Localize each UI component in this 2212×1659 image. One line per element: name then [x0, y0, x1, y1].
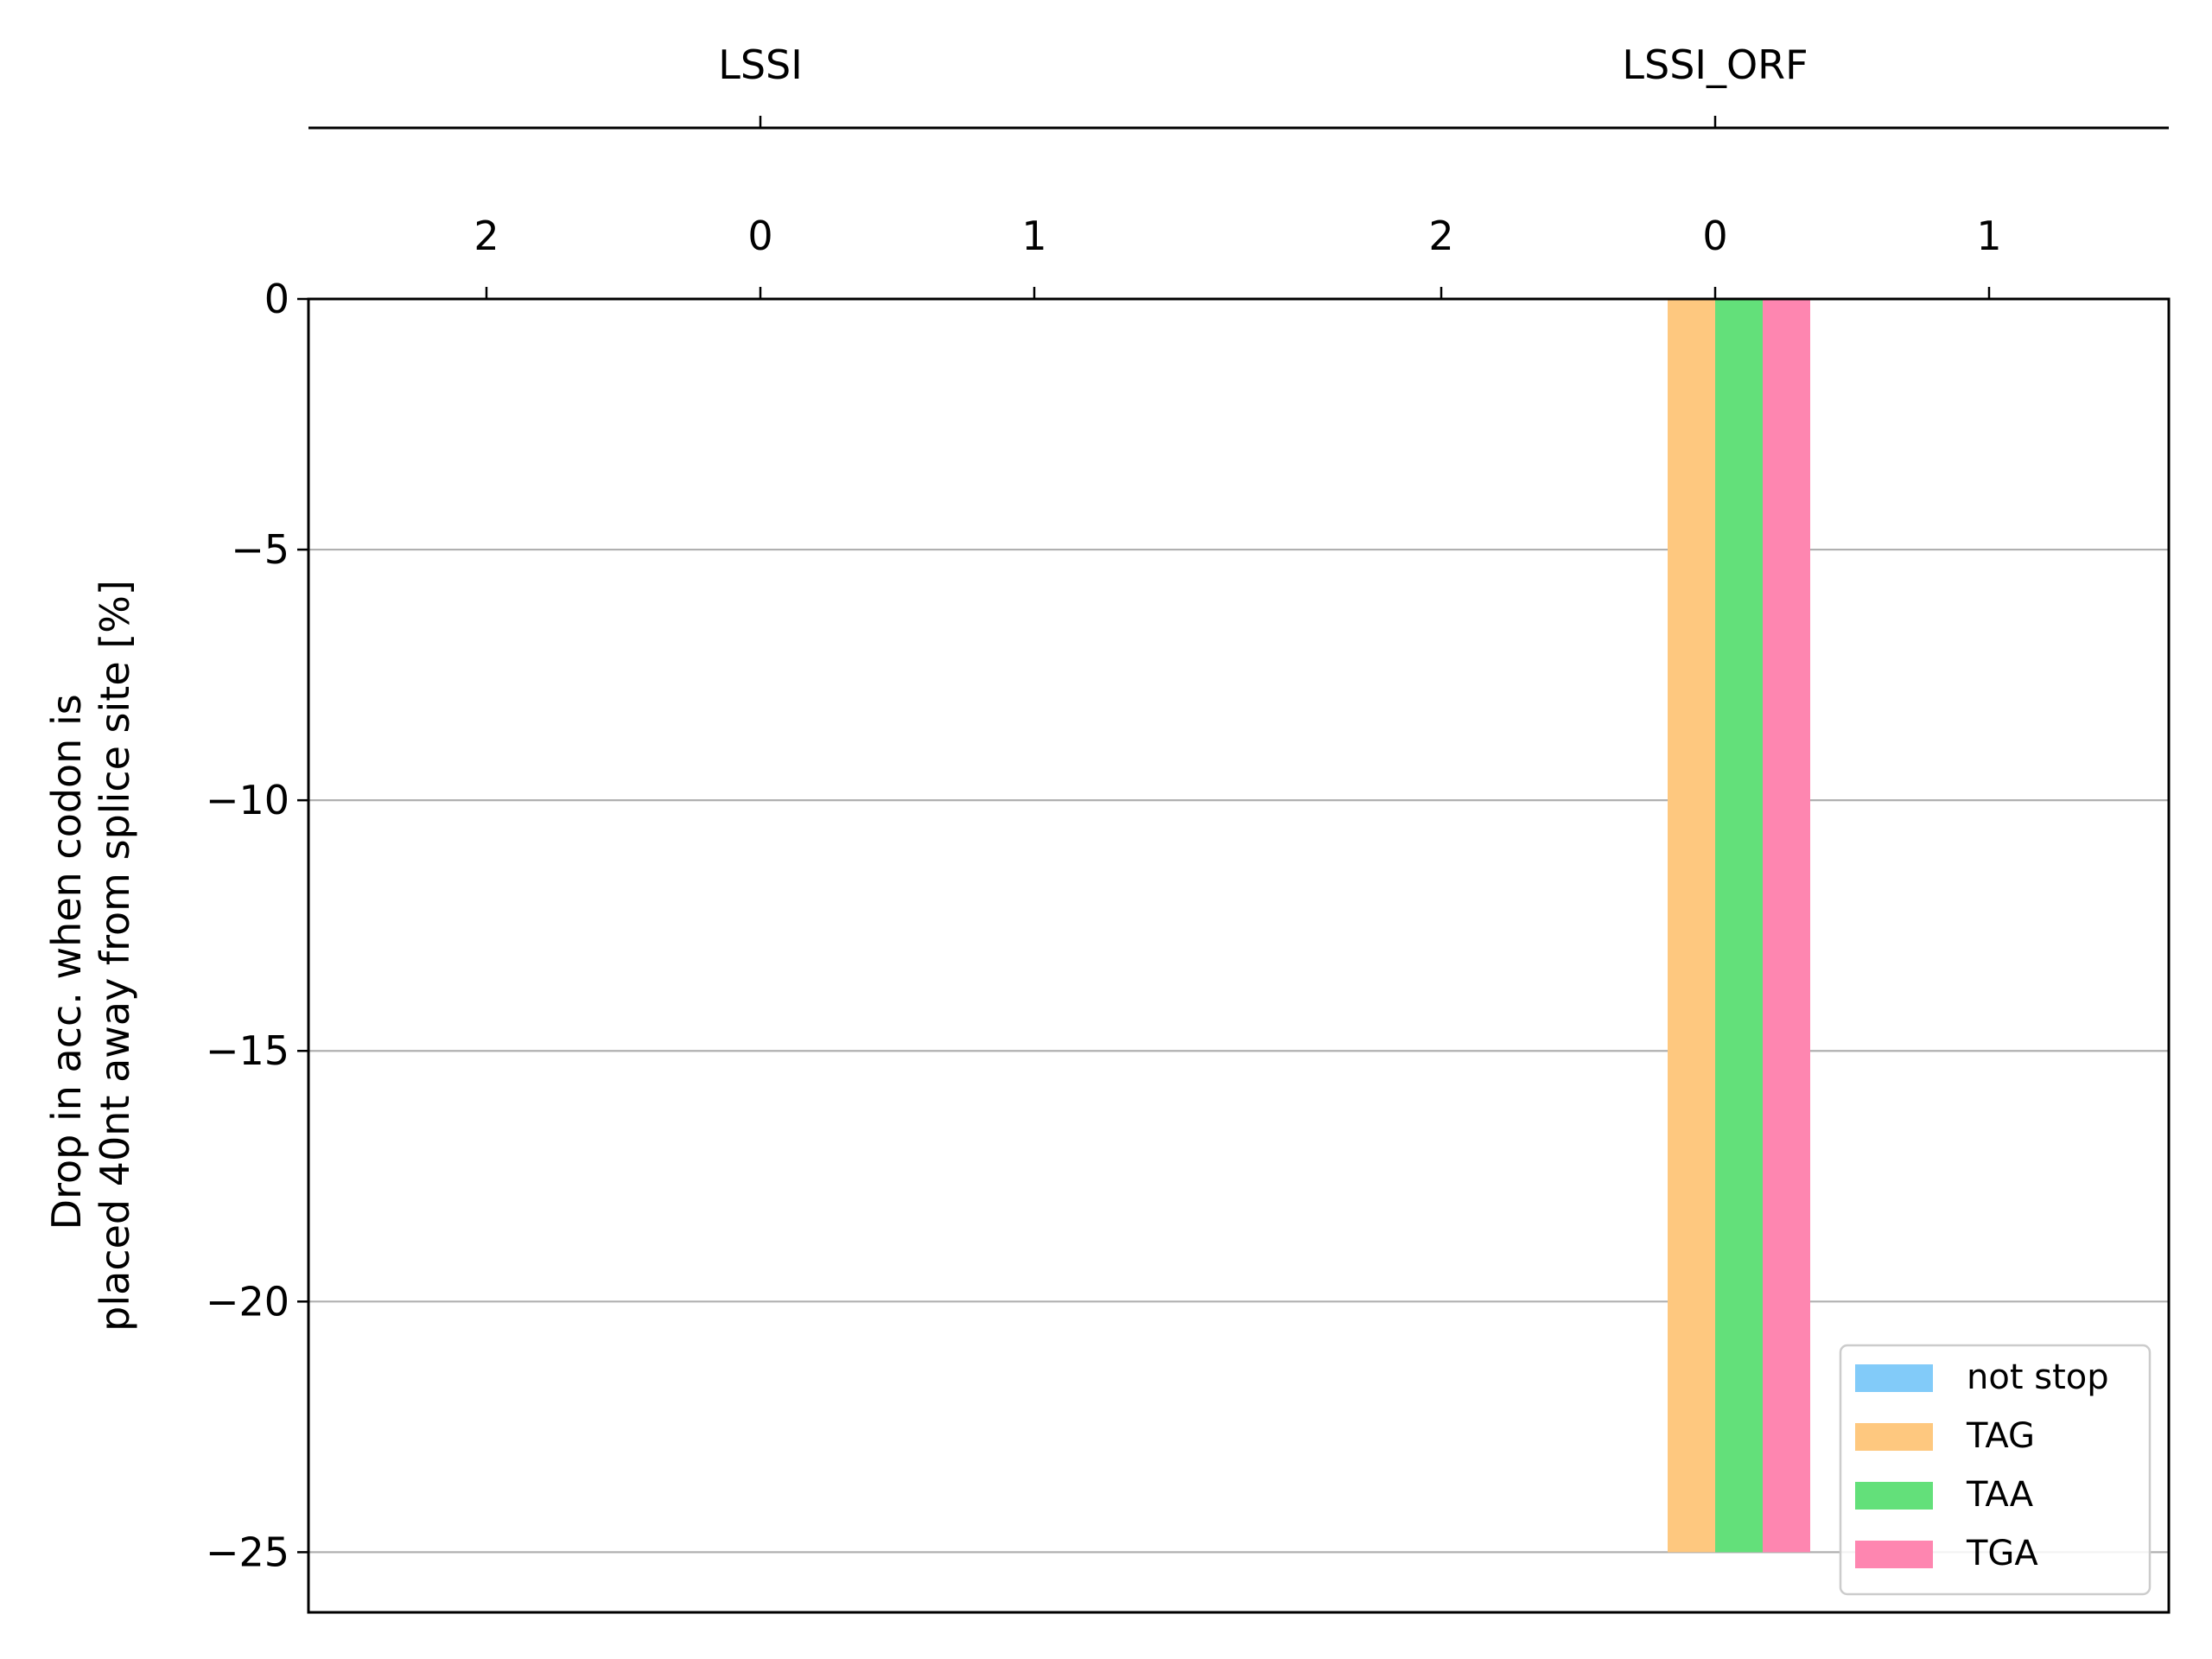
y-tick-label: −20	[206, 1278, 289, 1325]
group-label: LSSI	[718, 41, 803, 88]
legend-box	[1839, 1344, 2152, 1596]
legend-swatch	[1855, 1423, 1933, 1451]
legend-swatch	[1855, 1541, 1933, 1568]
bars	[1668, 299, 1810, 1553]
legend-swatch	[1855, 1364, 1933, 1392]
x-tick-label: 2	[1428, 213, 1453, 259]
y-axis-label-line-1: Drop in acc. when codon is	[43, 694, 90, 1230]
bar-taa	[1715, 299, 1763, 1553]
y-tick-label: 0	[264, 276, 289, 322]
x-tick-label: 1	[1021, 213, 1046, 259]
y-axis: 0 −5 −10 −15 −20 −25	[206, 276, 308, 1575]
group-axis: LSSI LSSI_ORF	[308, 41, 2169, 130]
y-tick-label: −10	[206, 777, 289, 823]
legend-swatch	[1855, 1482, 1933, 1510]
bar-tga	[1763, 299, 1810, 1553]
x-tick-label: 2	[474, 213, 499, 259]
bar-tag	[1668, 299, 1715, 1553]
plot-frame	[307, 297, 2171, 1614]
y-axis-label-line-2: placed 40nt away from splice site [%]	[92, 580, 138, 1332]
x-tick-label: 1	[1976, 213, 2001, 259]
y-tick-label: −25	[206, 1529, 289, 1575]
y-tick-label: −15	[206, 1027, 289, 1074]
legend: not stop TAG TAA TGA	[1839, 1344, 2152, 1596]
legend-label: TAG	[1966, 1416, 2035, 1456]
y-axis-label: Drop in acc. when codon is placed 40nt a…	[43, 580, 138, 1332]
x-tick-label: 0	[1702, 213, 1727, 259]
legend-label: TGA	[1966, 1534, 2038, 1573]
x-tick-label: 0	[747, 213, 772, 259]
y-tick-label: −5	[231, 526, 289, 573]
legend-label: not stop	[1967, 1357, 2109, 1397]
x-axis-top: 2 0 1 2 0 1	[474, 213, 2002, 299]
legend-label: TAA	[1966, 1475, 2034, 1515]
group-label: LSSI_ORF	[1622, 41, 1808, 88]
